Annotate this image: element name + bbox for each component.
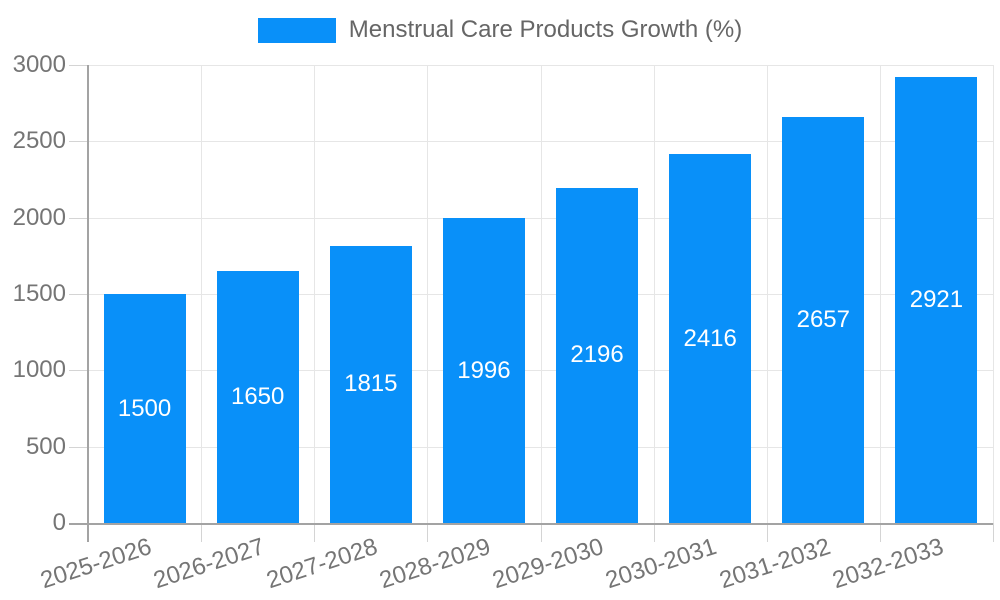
- x-tick-label: 2030-2031: [602, 533, 721, 595]
- y-tick-label: 1500: [12, 280, 66, 307]
- x-tick-label: 2028-2029: [376, 533, 494, 595]
- bar[interactable]: [782, 117, 865, 523]
- x-tick-mark: [993, 523, 994, 542]
- x-tick-label: 2032-2033: [828, 533, 947, 595]
- x-gridline: [314, 65, 316, 523]
- x-tick-label: 2031-2032: [715, 533, 834, 595]
- y-tick-mark: [69, 370, 88, 372]
- y-tick-label: 0: [52, 509, 66, 536]
- bar-value-label: 1650: [230, 383, 285, 411]
- y-tick-mark: [69, 217, 88, 219]
- bar[interactable]: [103, 294, 186, 523]
- bar-value-label: 2657: [796, 306, 850, 334]
- bar-value-label: 2196: [570, 341, 624, 369]
- y-tick-mark: [69, 65, 88, 66]
- x-tick-mark: [314, 523, 316, 542]
- x-axis-line: [69, 523, 993, 525]
- y-tick-mark: [69, 446, 88, 448]
- bar[interactable]: [442, 218, 525, 523]
- x-gridline: [653, 65, 655, 523]
- bar[interactable]: [556, 187, 639, 523]
- legend[interactable]: Menstrual Care Products Growth (%): [0, 16, 1000, 44]
- x-tick-mark: [653, 523, 655, 542]
- y-tick-label: 500: [25, 432, 66, 460]
- bar-value-label: 1815: [344, 370, 398, 398]
- bar[interactable]: [895, 77, 978, 523]
- x-tick-mark: [766, 523, 768, 542]
- x-tick-label: 2026-2027: [150, 533, 268, 595]
- bar-value-label: 1996: [457, 356, 511, 384]
- y-tick-label: 2500: [12, 127, 66, 155]
- x-tick-mark: [540, 523, 542, 542]
- x-tick-mark: [879, 523, 881, 542]
- bar-value-label: 1500: [117, 394, 172, 422]
- bar-value-label: 2416: [683, 324, 737, 352]
- legend-swatch-icon: [257, 17, 336, 43]
- x-tick-mark: [201, 523, 203, 542]
- x-tick-label: 2025-2026: [37, 533, 155, 595]
- x-gridline: [540, 65, 542, 523]
- bar[interactable]: [329, 245, 412, 523]
- legend-label: Menstrual Care Products Growth (%): [348, 16, 743, 43]
- bar-value-label: 2921: [909, 286, 964, 314]
- x-gridline: [766, 65, 768, 523]
- x-gridline: [427, 65, 429, 523]
- x-tick-label: 2027-2028: [263, 533, 381, 595]
- x-tick-mark: [427, 523, 429, 542]
- y-tick-label: 3000: [12, 51, 66, 78]
- y-tick-label: 2000: [12, 203, 66, 231]
- y-tick-mark: [69, 294, 88, 295]
- x-gridline: [879, 65, 881, 523]
- y-tick-mark: [69, 141, 88, 143]
- y-tick-label: 1000: [12, 356, 66, 384]
- x-gridline: [993, 65, 994, 523]
- bar[interactable]: [669, 154, 752, 523]
- x-tick-label: 2029-2030: [489, 533, 608, 595]
- y-axis-line: [87, 65, 89, 542]
- bar[interactable]: [216, 271, 299, 523]
- x-gridline: [201, 65, 203, 523]
